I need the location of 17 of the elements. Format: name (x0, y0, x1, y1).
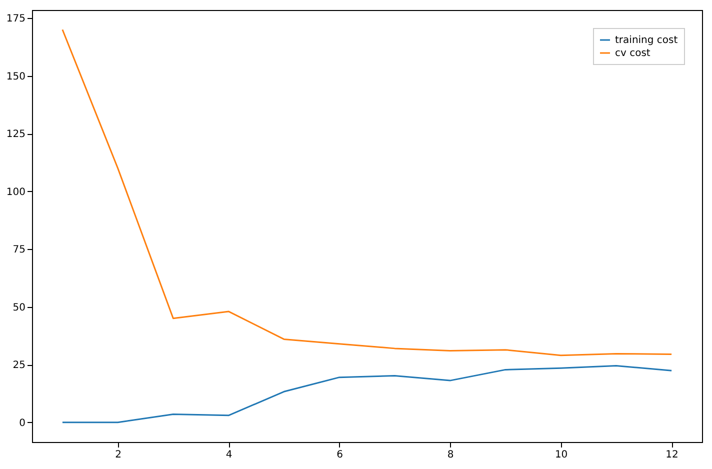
x-tick-label: 12 (666, 450, 678, 460)
y-tick-label: 125 (6, 129, 26, 140)
y-tick-label: 0 (19, 418, 26, 429)
y-tick-label: 25 (12, 360, 26, 372)
x-tick-label: 10 (554, 450, 568, 460)
y-tick-label: 175 (6, 14, 26, 25)
x-tick-label: 8 (447, 450, 454, 460)
x-tick-label: 2 (115, 450, 122, 460)
y-tick-label: 150 (6, 71, 26, 82)
x-tick-label: 6 (336, 450, 343, 460)
legend-label: cv cost (615, 48, 650, 59)
y-tick-label: 100 (6, 186, 26, 198)
y-tick-label: 50 (12, 302, 26, 314)
y-tick-label: 75 (12, 244, 26, 256)
legend-label: training cost (615, 35, 678, 46)
line-series (62, 365, 672, 424)
x-tick-label: 4 (226, 450, 232, 460)
